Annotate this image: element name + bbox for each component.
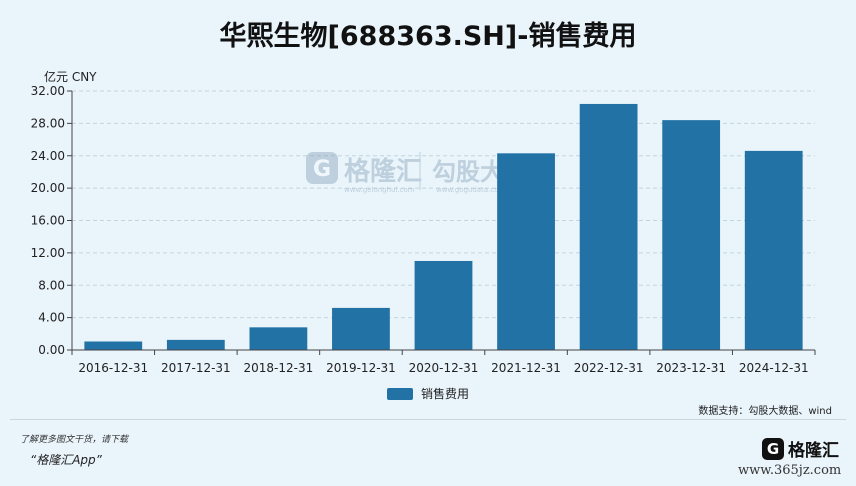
bar-2023-12-31 bbox=[662, 120, 721, 350]
footer-logo-icon: G bbox=[762, 437, 784, 460]
y-tick-label: 8.00 bbox=[38, 278, 65, 292]
x-axis-ticks: 2016-12-31 2017-12-31 2018-12-31 2019-12-31… bbox=[71, 350, 816, 375]
y-tick-label: 12.00 bbox=[31, 246, 65, 260]
y-tick-label: 4.00 bbox=[38, 311, 65, 325]
y-tick-label: 24.00 bbox=[31, 149, 65, 163]
bar-2024-12-31 bbox=[744, 150, 803, 350]
watermark-partner-url: www.gogudata.com bbox=[436, 186, 505, 194]
bar-2016-12-31 bbox=[84, 341, 143, 350]
chart-title: 华熙生物[688363.SH]-销售费用 bbox=[219, 21, 637, 52]
watermark-logo-letter: G bbox=[313, 157, 331, 182]
footer-divider bbox=[10, 419, 846, 420]
x-tick-label: 2019-12-31 bbox=[326, 361, 396, 375]
x-tick-label: 2017-12-31 bbox=[161, 361, 231, 375]
y-axis-ticks: 0.00 4.00 8.00 12.00 16.00 20.00 24.00 28.00 32.… bbox=[31, 84, 73, 357]
x-tick-label: 2021-12-31 bbox=[491, 361, 561, 375]
footer-logo: G 格隆汇 bbox=[762, 436, 839, 461]
legend-label: 销售费用 bbox=[420, 387, 469, 401]
x-tick-label: 2024-12-31 bbox=[739, 361, 809, 375]
y-axis-unit: 亿元 CNY bbox=[44, 70, 97, 84]
bar-2020-12-31 bbox=[414, 260, 473, 350]
bar-2018-12-31 bbox=[249, 327, 308, 350]
watermark-logo-box bbox=[306, 152, 338, 184]
bar-2022-12-31 bbox=[579, 103, 638, 350]
bar-2021-12-31 bbox=[497, 153, 555, 350]
bar-2017-12-31 bbox=[166, 339, 225, 350]
bar-2019-12-31 bbox=[332, 307, 390, 350]
watermark-brand-url: www.gelonghui.com bbox=[344, 186, 415, 194]
x-tick-label: 2016-12-31 bbox=[78, 361, 148, 375]
footer-site: www.365jz.com bbox=[738, 463, 842, 478]
y-tick-label: 28.00 bbox=[31, 116, 65, 130]
y-tick-label: 0.00 bbox=[38, 343, 65, 357]
bars bbox=[84, 103, 803, 350]
y-tick-label: 16.00 bbox=[31, 214, 65, 228]
footer-logo-text: 格隆汇 bbox=[788, 441, 839, 461]
data-source: 数据支持：勾股大数据、wind bbox=[698, 406, 832, 417]
watermark-brand: 格隆汇 bbox=[344, 156, 422, 187]
footer-note: 了解更多图文干货，请下载 bbox=[20, 435, 129, 445]
y-tick-label: 32.00 bbox=[31, 84, 65, 98]
legend-swatch bbox=[386, 387, 413, 400]
footer-app-name: “格隆汇App” bbox=[30, 453, 102, 467]
x-tick-label: 2023-12-31 bbox=[656, 361, 726, 375]
x-tick-label: 2022-12-31 bbox=[574, 361, 644, 375]
y-tick-label: 20.00 bbox=[31, 181, 65, 195]
x-tick-label: 2020-12-31 bbox=[409, 361, 479, 375]
x-tick-label: 2018-12-31 bbox=[244, 361, 314, 375]
legend[interactable]: 销售费用 bbox=[0, 385, 856, 402]
